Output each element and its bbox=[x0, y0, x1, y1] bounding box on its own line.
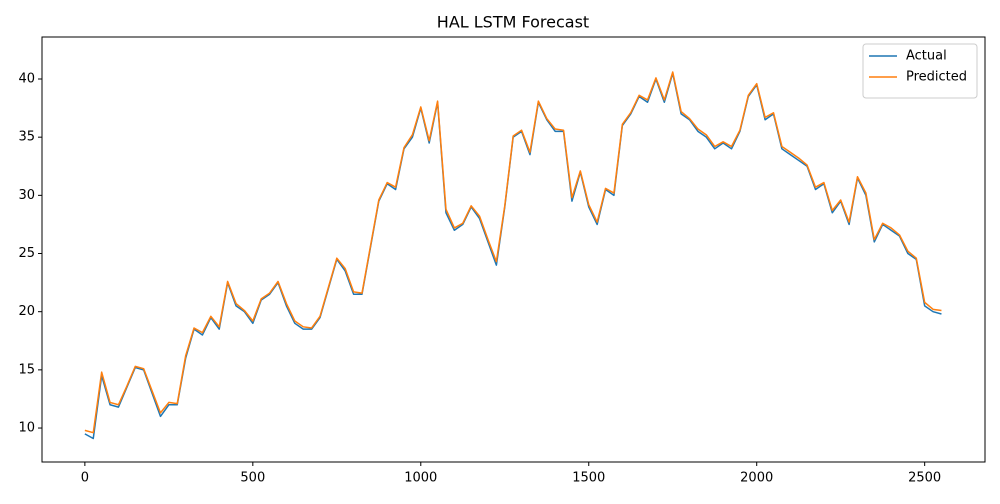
x-tick-label: 500 bbox=[240, 471, 265, 486]
y-tick-label: 20 bbox=[18, 304, 35, 319]
legend-label: Actual bbox=[906, 49, 947, 64]
x-tick-label: 1000 bbox=[404, 471, 437, 486]
x-tick-label: 2000 bbox=[740, 471, 773, 486]
y-tick-label: 15 bbox=[18, 362, 35, 377]
y-tick-label: 25 bbox=[18, 246, 35, 261]
x-tick-label: 0 bbox=[81, 471, 89, 486]
y-tick-label: 40 bbox=[18, 71, 35, 86]
y-tick-label: 35 bbox=[18, 130, 35, 145]
legend: Actual Predicted bbox=[862, 43, 978, 99]
legend-label: Predicted bbox=[906, 70, 967, 85]
line-series bbox=[84, 71, 942, 434]
legend-box bbox=[862, 43, 978, 99]
y-tick-label: 30 bbox=[18, 188, 35, 203]
chart-title: HAL LSTM Forecast bbox=[437, 13, 589, 32]
plot-frame bbox=[41, 36, 986, 463]
y-tick-label: 10 bbox=[18, 421, 35, 436]
x-tick-label: 1500 bbox=[572, 471, 605, 486]
x-tick-label: 2500 bbox=[908, 471, 941, 486]
